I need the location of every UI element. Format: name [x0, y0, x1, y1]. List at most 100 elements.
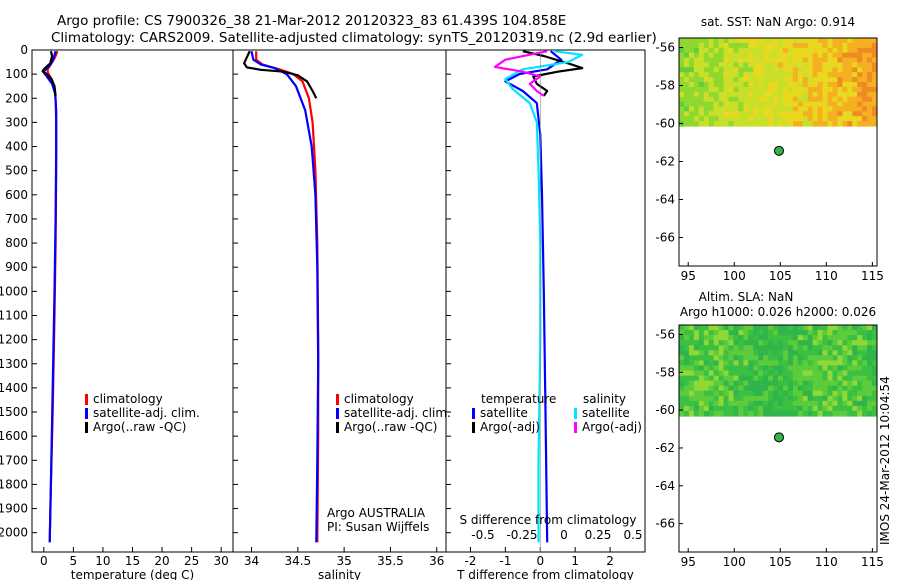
sla-map-subtitle: Argo h1000: 0.026 h2000: 0.026: [680, 305, 876, 319]
sla-map-heatmap-cell: [763, 370, 769, 377]
sla-map-heatmap-cell: [688, 350, 695, 356]
sst-map-heatmap-cell: [837, 91, 843, 98]
sst-map-heatmap-cell: [827, 101, 833, 108]
sla-map-heatmap-cell: [728, 360, 734, 367]
sst-map-heatmap-cell: [718, 62, 725, 68]
sla-map-heatmap-cell: [852, 355, 858, 361]
sla-map-heatmap-cell: [728, 355, 734, 361]
sla-map-heatmap-cell: [807, 340, 814, 346]
sla-map-heatmap-cell: [743, 405, 749, 412]
sla-map-heatmap-cell: [842, 410, 848, 417]
sst-map-heatmap-cell: [867, 91, 873, 98]
sla-map-heatmap-cell: [797, 385, 804, 392]
sla-map-heatmap-cell: [847, 350, 853, 356]
sst-map-heatmap-cell: [763, 91, 769, 98]
sst-map-heatmap-cell: [787, 111, 794, 117]
sst-map-heatmap-cell: [822, 52, 828, 59]
sst-map-heatmap-cell: [748, 67, 754, 73]
sla-map-heatmap-cell: [718, 385, 725, 392]
difference-legend-header: salinity: [583, 392, 626, 406]
sst-map-heatmap-cell: [679, 91, 685, 98]
sst-map-heatmap-cell: [768, 77, 774, 83]
sst-map-heatmap-cell: [728, 42, 734, 49]
depth-tick-label: 1400: [0, 381, 28, 395]
sla-map-heatmap-cell: [847, 385, 853, 392]
sst-map-heatmap-cell: [812, 91, 819, 98]
sla-map-heatmap-cell: [852, 400, 858, 407]
sst-map-heatmap-cell: [738, 106, 744, 112]
sst-map-heatmap-cell: [822, 101, 828, 108]
sla-map-heatmap-cell: [773, 395, 779, 402]
sla-map-heatmap-cell: [703, 400, 710, 407]
sla-map-heatmap-cell: [802, 360, 809, 367]
sla-map-heatmap-cell: [684, 390, 690, 397]
sla-map-heatmap-cell: [693, 405, 700, 412]
sla-map-heatmap-cell: [708, 410, 715, 417]
sla-map-heatmap-cell: [703, 410, 710, 417]
sst-map-heatmap-cell: [857, 38, 863, 44]
sst-map-heatmap-cell: [817, 91, 824, 98]
sst-map-heatmap-cell: [773, 72, 779, 78]
sla-map-heatmap-cell: [698, 385, 705, 392]
salinity-profile-legend-label: Argo(..raw -QC): [344, 420, 437, 434]
sla-map-heatmap-cell: [693, 345, 700, 351]
sst-map-heatmap-cell: [708, 82, 715, 88]
sst-map-heatmap-cell: [797, 96, 804, 103]
sla-map-heatmap-cell: [827, 355, 833, 361]
sst-map-heatmap-cell: [758, 42, 764, 49]
depth-tick-label: 900: [5, 260, 28, 274]
sst-map-heatmap-cell: [743, 121, 749, 127]
sla-map-heatmap-cell: [679, 360, 685, 367]
sst-map-heatmap-cell: [733, 77, 739, 83]
sst-map-heatmap-cell: [827, 47, 833, 54]
sst-map-heatmap-cell: [802, 116, 809, 122]
sla-map-heatmap-cell: [679, 380, 685, 387]
sst-map-heatmap-cell: [812, 38, 819, 44]
sst-map-heatmap-cell: [758, 106, 764, 112]
sst-map-heatmap-cell: [773, 42, 779, 49]
sla-map-heatmap-cell: [688, 365, 695, 372]
sla-map-heatmap-cell: [802, 405, 809, 412]
sst-map-heatmap-cell: [693, 106, 700, 112]
sla-map-heatmap-cell: [827, 375, 833, 382]
sla-map-heatmap-cell: [857, 385, 863, 392]
sla-map-heatmap-cell: [758, 325, 764, 331]
sla-map-heatmap-cell: [778, 395, 784, 402]
sla-map-heatmap-cell: [822, 365, 828, 372]
sst-map-heatmap-cell: [688, 96, 695, 103]
sst-map-heatmap-cell: [857, 82, 863, 88]
sla-map-heatmap-cell: [787, 365, 794, 372]
sla-map-heatmap-cell: [778, 370, 784, 377]
sst-map-heatmap-cell: [768, 111, 774, 117]
sst-map-heatmap-cell: [684, 47, 690, 54]
sla-map-heatmap-cell: [832, 335, 838, 341]
difference-s-tick-label: 0: [560, 528, 568, 542]
sst-map-heatmap-cell: [822, 57, 828, 64]
sla-map-heatmap-cell: [817, 340, 824, 346]
sst-map-heatmap-cell: [738, 47, 744, 54]
sla-map-heatmap-cell: [832, 345, 838, 351]
sst-map-heatmap-cell: [783, 111, 789, 117]
sst-map-heatmap-cell: [837, 42, 843, 49]
sst-map-heatmap-cell: [773, 52, 779, 59]
sla-map-heatmap-cell: [872, 370, 878, 377]
sla-map-heatmap-cell: [728, 335, 734, 341]
sst-map-heatmap-cell: [703, 38, 710, 44]
sst-map-heatmap-cell: [822, 121, 828, 127]
sla-map-heatmap-cell: [693, 325, 700, 331]
sst-map-heatmap-cell: [743, 116, 749, 122]
sst-map-heatmap-cell: [718, 91, 725, 98]
sla-map-heatmap-cell: [684, 405, 690, 412]
sla-map-heatmap-cell: [733, 410, 739, 417]
sst-map-heatmap-cell: [832, 116, 838, 122]
sla-map-heatmap-cell: [842, 325, 848, 331]
sst-map-heatmap-cell: [684, 38, 690, 44]
sla-map-heatmap-cell: [763, 400, 769, 407]
sst-map-heatmap-cell: [812, 77, 819, 83]
sla-map-heatmap-cell: [723, 355, 729, 361]
sst-map-heatmap-cell: [842, 62, 848, 68]
sla-map-heatmap-cell: [827, 340, 833, 346]
sst-map-heatmap-cell: [728, 67, 734, 73]
sla-map-heatmap-cell: [797, 345, 804, 351]
sla-map-heatmap-cell: [857, 375, 863, 382]
